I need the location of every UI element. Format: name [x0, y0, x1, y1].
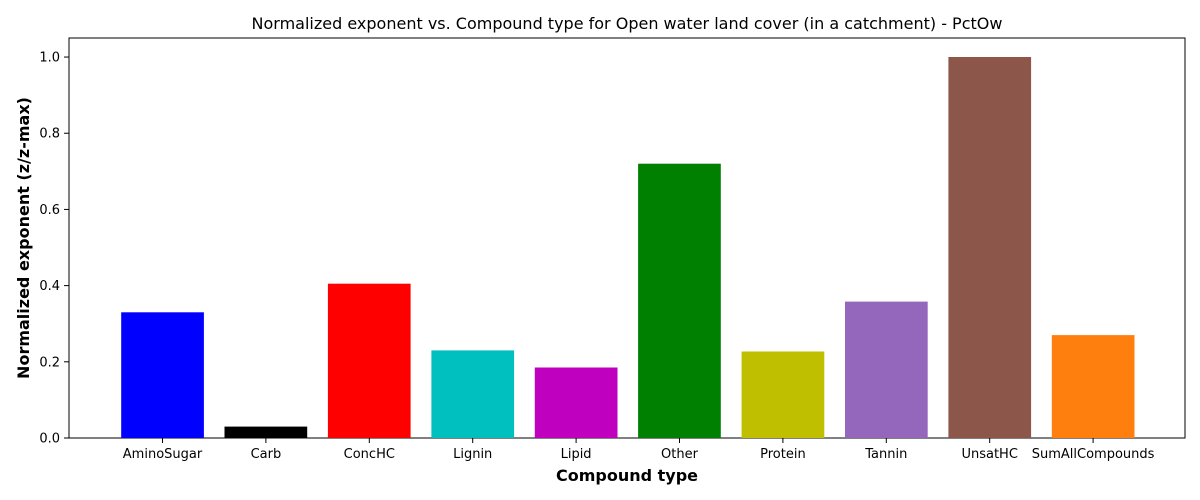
y-tick-label: 0.4	[39, 279, 60, 294]
bar-unsathc	[948, 57, 1032, 438]
bar-conchc	[327, 283, 411, 438]
y-tick-label: 1.0	[39, 51, 60, 66]
bar-other	[638, 163, 721, 438]
x-tick-label-lipid: Lipid	[561, 447, 592, 462]
bar-carb	[224, 426, 308, 438]
bar-sumallcompounds	[1051, 335, 1135, 438]
y-axis: 0.0 0.2 0.4 0.6 0.8 1.0	[39, 51, 69, 447]
x-tick-label-sumallcompounds: SumAllCompounds	[1032, 447, 1155, 462]
x-tick-label-unsathc: UnsatHC	[961, 447, 1017, 462]
x-tick-label-tannin: Tannin	[864, 447, 907, 462]
x-tick-label-protein: Protein	[760, 447, 806, 462]
x-tick-label-other: Other	[661, 447, 699, 462]
x-axis-title: Compound type	[556, 466, 698, 485]
bar-lipid	[534, 367, 618, 438]
y-tick-label: 0.6	[39, 203, 60, 218]
bar-protein	[741, 351, 825, 438]
x-tick-label-conchc: ConcHC	[344, 447, 395, 462]
y-tick-label: 0.2	[39, 355, 60, 370]
x-tick-label-carb: Carb	[251, 447, 282, 462]
y-axis-title: Normalized exponent (z/z-max)	[14, 97, 33, 379]
x-tick-label-lignin: Lignin	[453, 447, 492, 462]
bar-aminosugar	[121, 312, 204, 438]
plot-frame	[68, 37, 1186, 439]
chart-title: Normalized exponent vs. Compound type fo…	[252, 14, 1003, 33]
bars-layer	[121, 57, 1135, 438]
bar-lignin	[431, 350, 515, 438]
y-tick-label: 0.8	[39, 127, 60, 142]
x-tick-label-aminosugar: AminoSugar	[123, 447, 203, 462]
x-axis: AminoSugar Carb ConcHC Lignin Lipid Other Prot…	[123, 438, 1155, 462]
bar-tannin	[845, 301, 928, 438]
y-tick-label: 0.0	[39, 432, 60, 447]
